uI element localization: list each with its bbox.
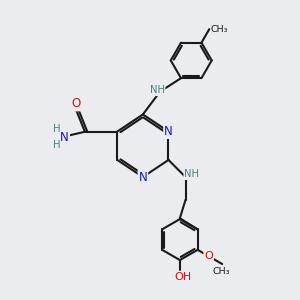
Text: N: N [139, 170, 147, 184]
Text: H: H [53, 124, 61, 134]
Text: OH: OH [175, 272, 192, 282]
Text: N: N [164, 125, 173, 138]
Text: NH: NH [150, 85, 165, 95]
Text: NH: NH [184, 169, 199, 179]
Text: O: O [204, 251, 213, 261]
Text: O: O [71, 98, 81, 110]
Text: CH₃: CH₃ [212, 268, 230, 277]
Text: CH₃: CH₃ [211, 25, 228, 34]
Text: N: N [60, 131, 69, 144]
Text: H: H [53, 140, 61, 150]
